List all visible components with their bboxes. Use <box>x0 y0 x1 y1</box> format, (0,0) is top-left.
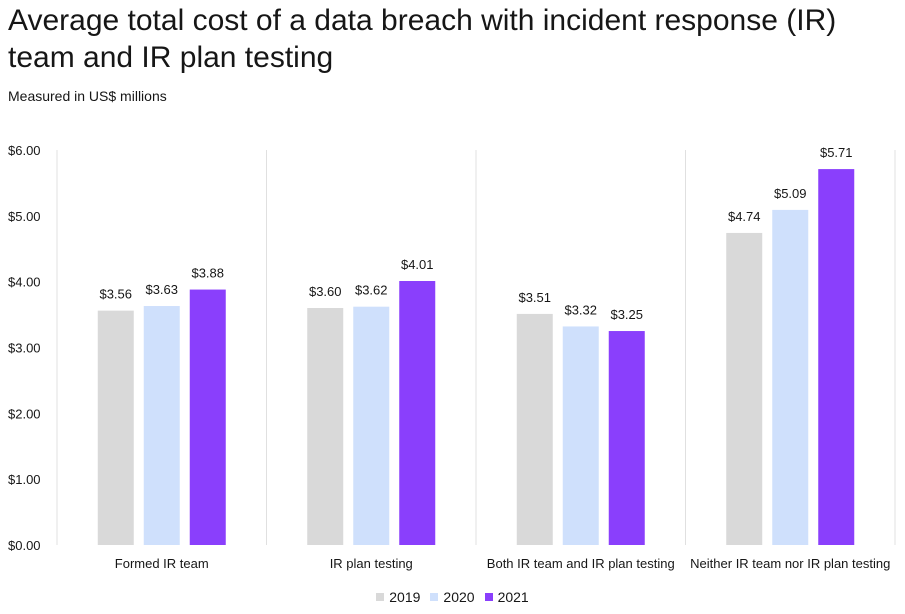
chart-subtitle: Measured in US$ millions <box>8 88 167 104</box>
data-label: $3.60 <box>309 284 342 299</box>
bar-2019 <box>97 310 134 545</box>
chart-title: Average total cost of a data breach with… <box>8 4 837 74</box>
legend-swatch <box>430 593 439 601</box>
data-label: $4.74 <box>728 209 761 224</box>
data-label: $3.32 <box>564 302 597 317</box>
data-label: $5.71 <box>820 145 853 160</box>
data-label: $4.01 <box>401 257 434 272</box>
bar-2020 <box>562 326 599 545</box>
bar-2021 <box>608 331 645 545</box>
y-tick-label: $2.00 <box>8 406 41 421</box>
data-label: $3.56 <box>99 287 132 302</box>
category-dividers <box>56 150 896 545</box>
bar-2021 <box>818 169 855 545</box>
data-label: $3.51 <box>518 290 551 305</box>
bar-2019 <box>516 313 553 545</box>
data-label: $3.63 <box>145 282 178 297</box>
y-axis: $0.00 $1.00 $2.00 $3.00 $4.00 $5.00 $6.00 <box>8 143 41 553</box>
data-label: $5.09 <box>774 186 807 201</box>
y-tick-label: $3.00 <box>8 341 41 356</box>
legend-item-2021: 2021 <box>484 588 529 606</box>
bar-2019 <box>307 308 344 545</box>
bar-2020 <box>143 306 180 545</box>
x-axis: Formed IR team IR plan testing Both IR tea… <box>115 556 891 571</box>
legend-label: 2019 <box>389 589 421 605</box>
bar-2020 <box>772 209 809 546</box>
legend-item-2020: 2020 <box>430 588 475 606</box>
y-tick-label: $4.00 <box>8 275 41 290</box>
y-tick-label: $0.00 <box>8 538 41 553</box>
x-category-label: Both IR team and IR plan testing <box>487 556 675 571</box>
bar-2021 <box>189 289 226 545</box>
legend-swatch <box>376 593 385 601</box>
bar-2020 <box>353 306 390 545</box>
bar-2021 <box>399 281 436 545</box>
x-category-label: Neither IR team nor IR plan testing <box>690 556 890 571</box>
legend-label: 2021 <box>497 589 529 605</box>
data-label: $3.62 <box>355 283 388 298</box>
y-tick-label: $1.00 <box>8 472 41 487</box>
bar-2019 <box>726 232 763 545</box>
legend-label: 2020 <box>443 589 475 605</box>
legend-item-2019: 2019 <box>376 588 420 606</box>
y-tick-label: $6.00 <box>8 143 41 158</box>
bars: $3.56 $3.63 $3.88 $3.60 $3.62 $4.01 $3.51 $3.32… <box>97 145 855 546</box>
data-label: $3.88 <box>191 266 224 281</box>
legend: 2019 2020 2021 <box>0 588 905 606</box>
legend-swatch <box>484 593 493 601</box>
x-category-label: Formed IR team <box>115 556 209 571</box>
data-label: $3.25 <box>610 307 643 322</box>
y-tick-label: $5.00 <box>8 209 41 224</box>
x-category-label: IR plan testing <box>330 556 413 571</box>
